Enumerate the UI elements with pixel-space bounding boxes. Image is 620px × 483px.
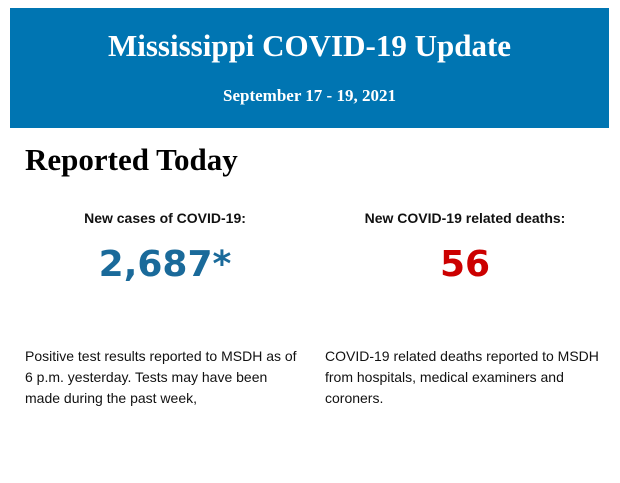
new-deaths-description: COVID-19 related deaths reported to MSDH… — [325, 348, 599, 406]
new-deaths-label: New COVID-19 related deaths: — [364, 210, 566, 226]
new-deaths-panel: New COVID-19 related deaths: 56 COVID-19… — [325, 210, 605, 406]
new-cases-value: 2,687* — [98, 244, 232, 285]
new-cases-label: New cases of COVID-19: — [84, 210, 246, 226]
new-cases-description: Positive test results reported to MSDH a… — [25, 348, 297, 406]
section-title: Reported Today — [25, 142, 238, 177]
date-range: September 17 - 19, 2021 — [223, 86, 396, 105]
new-cases-panel: New cases of COVID-19: 2,687* Positive t… — [25, 210, 305, 406]
header-banner: Mississippi COVID-19 Update September 17… — [10, 8, 609, 128]
page-title: Mississippi COVID-19 Update — [107, 28, 512, 63]
new-deaths-value: 56 — [439, 244, 491, 285]
